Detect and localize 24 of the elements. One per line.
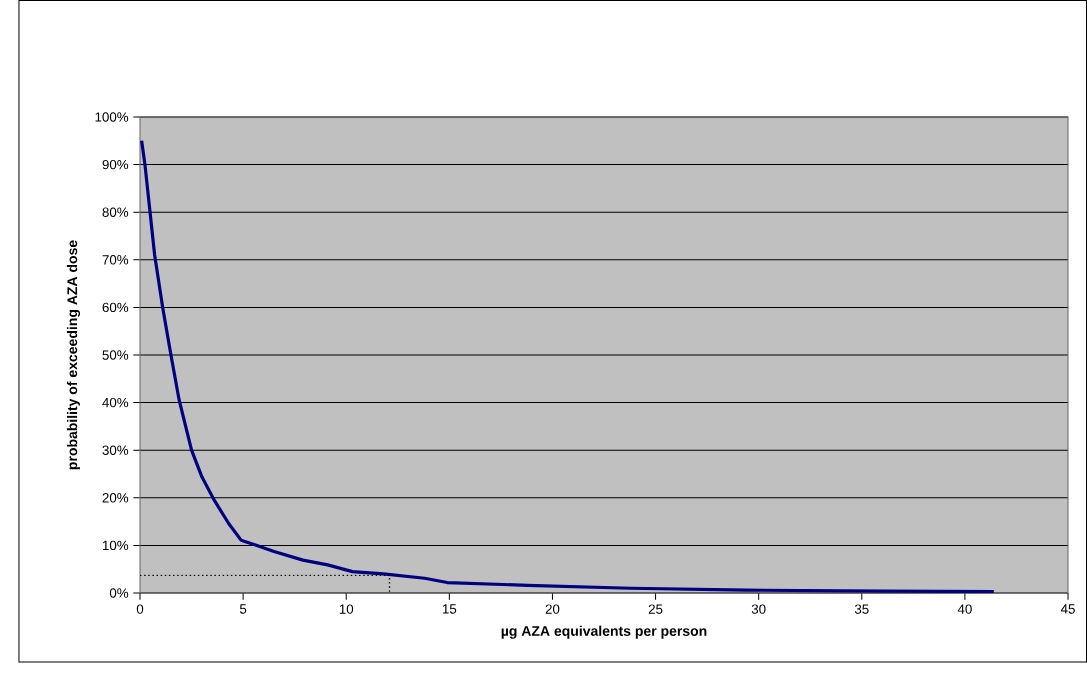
y-tick-label: 80% <box>102 207 129 217</box>
x-tick-label: 25 <box>648 604 663 614</box>
y-tick-label: 30% <box>102 445 129 455</box>
x-tick-label: 20 <box>545 604 560 614</box>
y-tick-label: 10% <box>102 540 129 551</box>
y-axis-title: probability of exceeding AZA dose <box>66 240 81 470</box>
y-tick-label: 70% <box>102 255 129 265</box>
x-tick-label: 45 <box>1060 604 1075 614</box>
x-axis-title: µg AZA equivalents per person <box>501 625 707 639</box>
y-tick-label: 20% <box>102 493 129 503</box>
x-tick-label: 0 <box>136 604 144 614</box>
y-tick-label: 50% <box>102 350 129 360</box>
y-tick-label: 90% <box>102 159 129 170</box>
y-tick-label: 40% <box>102 397 129 408</box>
x-tick-label: 15 <box>442 604 457 614</box>
y-tick-label: 100% <box>95 112 129 122</box>
y-tick-label: 60% <box>102 302 129 313</box>
x-tick-label: 10 <box>339 604 354 614</box>
y-tick-label: 0% <box>109 588 129 598</box>
x-tick-label: 30 <box>751 604 766 614</box>
x-tick-label: 35 <box>854 604 869 614</box>
x-tick-label: 40 <box>957 604 972 614</box>
x-tick-label: 5 <box>239 604 247 614</box>
line-series <box>140 139 996 593</box>
